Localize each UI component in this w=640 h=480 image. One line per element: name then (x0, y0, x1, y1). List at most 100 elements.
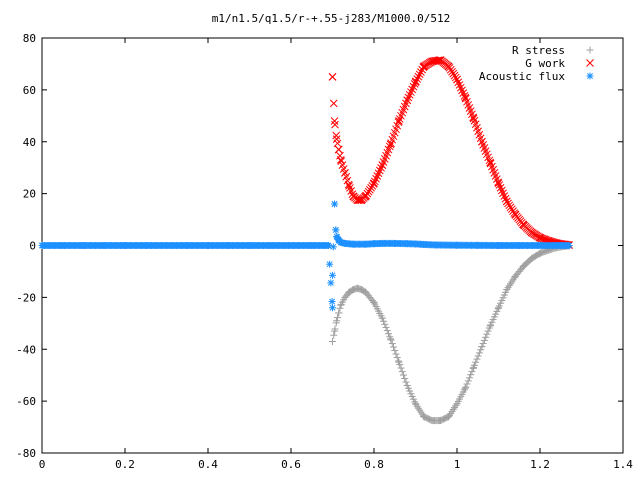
data-point (464, 377, 472, 385)
legend-marker (586, 59, 594, 67)
data-point (475, 349, 483, 357)
data-point (326, 260, 334, 268)
x-tick-label: 1.4 (613, 458, 633, 471)
data-point (369, 180, 378, 188)
data-point (399, 371, 407, 379)
data-point (329, 304, 336, 312)
y-tick-label: 60 (23, 84, 36, 97)
data-point (386, 140, 395, 149)
x-tick-label: 1 (454, 458, 461, 471)
data-point (334, 145, 343, 154)
data-point (483, 330, 491, 338)
data-point (387, 336, 395, 344)
data-point (329, 99, 338, 108)
data-point (417, 68, 425, 76)
data-point (412, 77, 420, 86)
data-point (402, 378, 410, 386)
y-tick-label: 0 (29, 240, 36, 253)
data-point (465, 374, 473, 382)
data-point (468, 368, 476, 376)
legend-marker (586, 46, 594, 54)
data-point (462, 383, 470, 391)
data-point (332, 131, 341, 140)
y-tick-label: -80 (16, 447, 36, 460)
data-point (332, 226, 340, 234)
data-point (485, 324, 493, 332)
data-point (396, 361, 404, 369)
data-point (472, 358, 480, 366)
x-tick-label: 0.6 (281, 458, 301, 471)
data-point (328, 73, 337, 81)
data-point (383, 327, 391, 335)
legend-label: Acoustic flux (479, 70, 565, 83)
data-marks (38, 56, 573, 425)
data-point (335, 309, 343, 317)
data-point (397, 364, 405, 372)
legend-label: G work (525, 57, 565, 70)
data-point (484, 327, 492, 335)
data-point (394, 357, 402, 365)
data-point (390, 343, 398, 351)
data-point (327, 279, 335, 287)
series-r-stress (329, 242, 573, 425)
data-point (329, 337, 336, 345)
data-point (380, 317, 388, 325)
data-point (479, 340, 487, 348)
data-point (463, 380, 471, 388)
y-tick-label: -60 (16, 395, 36, 408)
x-tick-label: 0 (39, 458, 46, 471)
data-point (435, 56, 444, 65)
data-point (395, 117, 403, 125)
data-point (474, 352, 482, 360)
data-point (345, 181, 353, 190)
data-point (414, 72, 423, 81)
data-point (388, 340, 396, 348)
data-point (473, 355, 481, 363)
y-tick-label: 40 (23, 136, 36, 149)
data-point (385, 330, 393, 338)
data-point (482, 333, 490, 341)
series-acoustic-flux (38, 200, 573, 312)
data-point (356, 196, 364, 204)
x-tick-label: 0.8 (364, 458, 384, 471)
data-point (565, 242, 573, 249)
data-point (386, 333, 394, 341)
x-tick-label: 0.2 (115, 458, 135, 471)
y-tick-label: -20 (16, 291, 36, 304)
data-point (328, 298, 336, 306)
data-point (410, 80, 419, 88)
data-point (324, 242, 332, 249)
data-point (470, 361, 478, 369)
legend-label: R stress (512, 44, 565, 57)
data-point (378, 314, 386, 322)
data-point (329, 271, 336, 279)
data-point (415, 70, 424, 79)
data-point (478, 343, 486, 351)
data-point (331, 325, 339, 333)
data-point (401, 375, 409, 383)
data-point (413, 75, 422, 83)
data-point (391, 347, 399, 355)
data-point (467, 371, 475, 379)
data-point (331, 120, 339, 129)
data-point (330, 331, 338, 339)
series-g-work (328, 56, 573, 249)
data-point (336, 304, 344, 312)
data-point (381, 320, 389, 328)
data-point (477, 346, 485, 354)
data-point (332, 319, 340, 327)
y-tick-label: 80 (23, 32, 36, 45)
data-point (480, 336, 488, 344)
data-point (382, 323, 390, 331)
data-point (469, 364, 477, 372)
data-point (368, 296, 376, 304)
data-point (348, 190, 357, 198)
x-tick-label: 0.4 (198, 458, 218, 471)
data-point (330, 117, 339, 125)
legend-marker (586, 72, 594, 80)
data-point (398, 368, 406, 376)
y-tick-label: -40 (16, 343, 36, 356)
data-point (333, 139, 342, 148)
